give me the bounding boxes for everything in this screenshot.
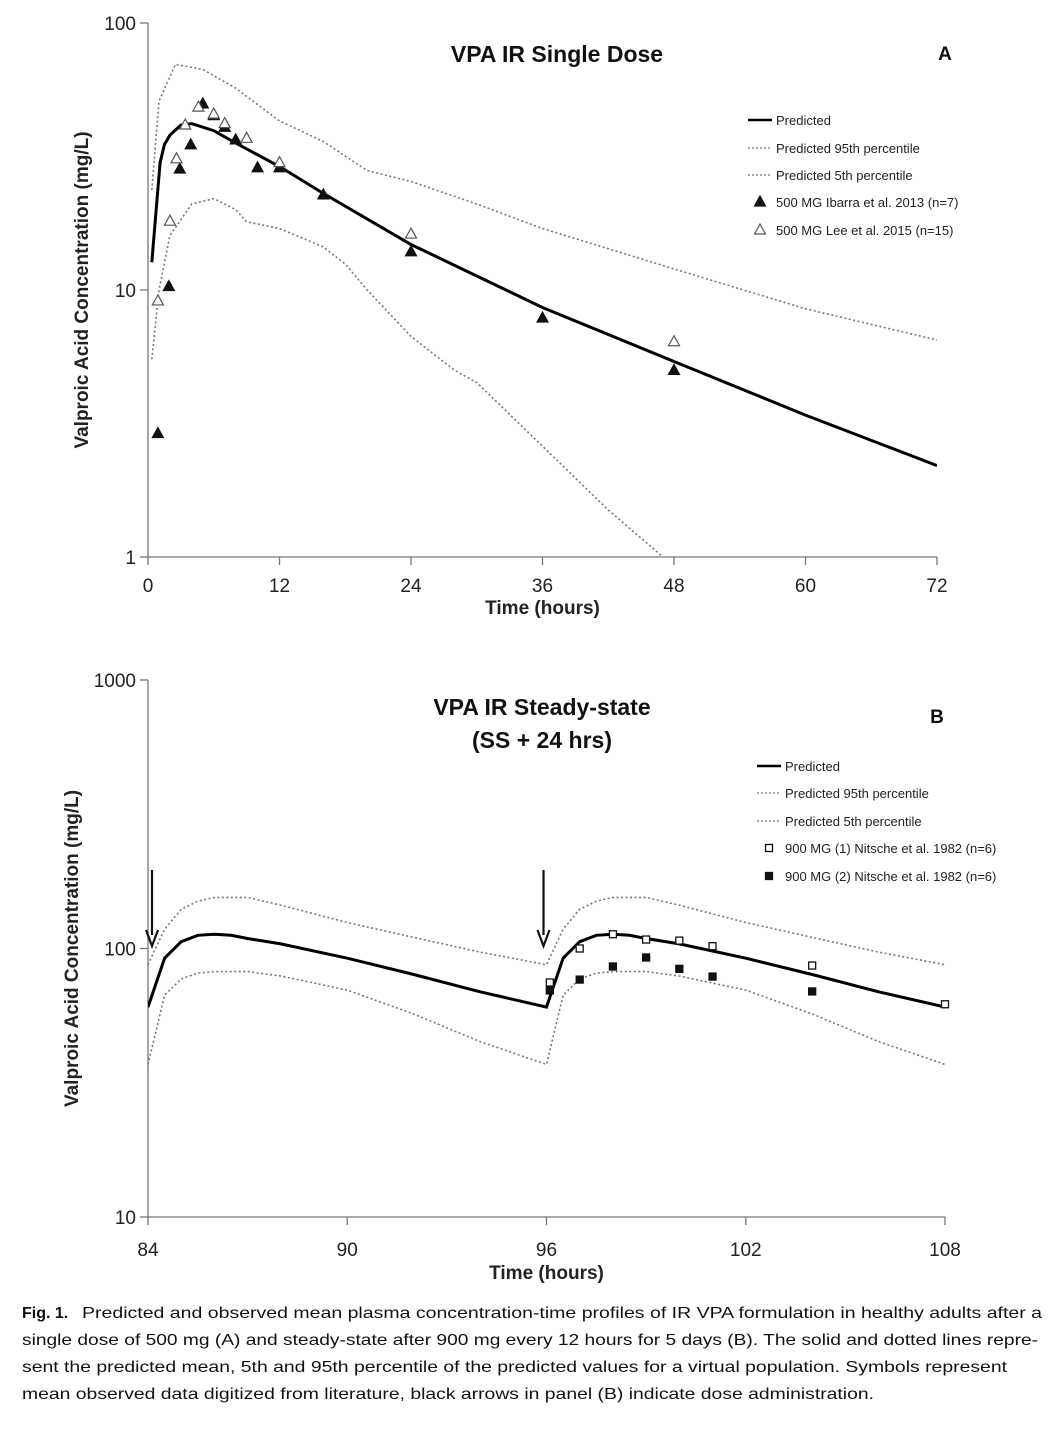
legend-label: 900 MG (2) Nitsche et al. 1982 (n=6) — [785, 869, 996, 884]
legend-marker — [753, 194, 767, 207]
x-tick-label: 96 — [536, 1240, 557, 1261]
data-point — [575, 975, 584, 984]
series-line-p5 — [148, 970, 945, 1066]
data-point — [178, 117, 192, 130]
data-point — [708, 942, 717, 951]
x-tick-label: 72 — [926, 576, 947, 597]
data-point — [675, 964, 684, 973]
x-tick-label: 90 — [337, 1240, 358, 1261]
panel-b-chart: 10 100 1000 84 90 96 102 108 Time (hours) Valproi… — [62, 671, 996, 1284]
legend-label: Predicted 95th percentile — [785, 786, 929, 801]
chart-title: VPA IR Steady-state — [433, 694, 650, 720]
data-point — [667, 363, 681, 375]
panel-a-chart: 1 10 100 0 12 24 36 48 60 72 Time (hours) Valproic … — [72, 14, 958, 619]
caption-line-4: mean observed data digitized from litera… — [22, 1386, 874, 1403]
data-point — [251, 160, 265, 173]
x-tick-label: 84 — [137, 1240, 159, 1261]
data-point — [316, 187, 330, 200]
x-axis-title: Time (hours) — [489, 1263, 604, 1284]
dose-arrow-head — [144, 929, 160, 950]
data-point — [641, 935, 651, 944]
data-point — [229, 132, 243, 145]
data-point — [151, 426, 165, 439]
data-point — [191, 99, 205, 112]
legend-label: Predicted 5th percentile — [776, 168, 913, 183]
x-tick-label: 0 — [143, 576, 154, 597]
legend-marker — [753, 222, 767, 235]
y-tick-label: 100 — [104, 14, 136, 35]
legend-label: 500 MG Ibarra et al. 2013 (n=7) — [776, 195, 958, 210]
legend-marker — [764, 871, 774, 881]
data-point — [545, 978, 554, 987]
data-point — [218, 116, 232, 129]
x-tick-label: 24 — [400, 576, 422, 597]
y-tick-label: 10 — [115, 1208, 136, 1229]
y-tick-label: 100 — [104, 940, 136, 961]
data-point — [163, 213, 177, 226]
panel-label: B — [930, 707, 944, 728]
chart-title: VPA IR Single Dose — [451, 41, 663, 67]
x-tick-label: 102 — [730, 1240, 762, 1261]
series-line-p95 — [148, 896, 945, 966]
data-point — [708, 972, 717, 981]
data-point — [184, 137, 198, 150]
data-point — [169, 151, 184, 164]
data-point — [162, 279, 176, 292]
y-axis-title: Valproic Acid Concentration (mg/L) — [72, 131, 93, 448]
legend-marker — [764, 843, 774, 853]
x-tick-label: 48 — [663, 576, 684, 597]
y-tick-label: 1 — [125, 548, 136, 569]
caption-line-2: single dose of 500 mg (A) and steady-sta… — [22, 1332, 1038, 1349]
caption-line-1-text: Predicted and observed mean plasma conce… — [82, 1305, 1042, 1322]
x-tick-label: 60 — [795, 576, 816, 597]
caption-line-3: sent the predicted mean, 5th and 95th pe… — [22, 1359, 1008, 1376]
data-point — [641, 953, 651, 962]
data-point — [808, 961, 817, 970]
series-line-p95 — [151, 63, 937, 341]
data-point — [940, 1000, 950, 1009]
y-axis-title: Valproic Acid Concentration (mg/L) — [62, 790, 83, 1107]
panel-label: A — [938, 44, 952, 65]
y-tick-label: 10 — [115, 281, 136, 302]
data-point — [404, 244, 418, 257]
legend-label: 500 MG Lee et al. 2015 (n=15) — [776, 223, 953, 238]
x-tick-label: 108 — [929, 1240, 961, 1261]
data-point — [545, 986, 554, 995]
x-axis-title: Time (hours) — [485, 598, 600, 619]
y-tick-label: 1000 — [94, 671, 136, 692]
chart-subtitle: (SS + 24 hrs) — [472, 727, 612, 753]
data-point — [173, 161, 187, 174]
data-point — [535, 310, 550, 323]
data-point — [608, 930, 618, 939]
data-point — [151, 293, 165, 306]
data-point — [808, 987, 817, 996]
data-point — [608, 962, 618, 971]
caption-line-1: Fig. 1. — [22, 1305, 68, 1322]
data-point — [404, 226, 418, 239]
x-tick-label: 12 — [269, 576, 290, 597]
dose-arrow-head — [536, 929, 551, 950]
legend-label: Predicted — [776, 113, 831, 128]
legend-label: 900 MG (1) Nitsche et al. 1982 (n=6) — [785, 841, 996, 856]
x-tick-label: 36 — [532, 576, 553, 597]
data-point — [575, 944, 584, 953]
series-line-predicted — [148, 932, 945, 1009]
legend-label: Predicted 95th percentile — [776, 141, 920, 156]
legend-label: Predicted — [785, 759, 840, 774]
data-point — [667, 334, 681, 347]
figure-caption: Fig. 1. Predicted and observed mean plas… — [22, 1305, 1042, 1403]
legend-label: Predicted 5th percentile — [785, 814, 922, 829]
series-line-p5 — [151, 197, 664, 557]
caption-label: Fig. 1. — [22, 1305, 68, 1322]
data-point — [207, 106, 221, 119]
data-point — [675, 936, 684, 945]
data-point — [240, 131, 254, 143]
data-point — [272, 155, 287, 168]
